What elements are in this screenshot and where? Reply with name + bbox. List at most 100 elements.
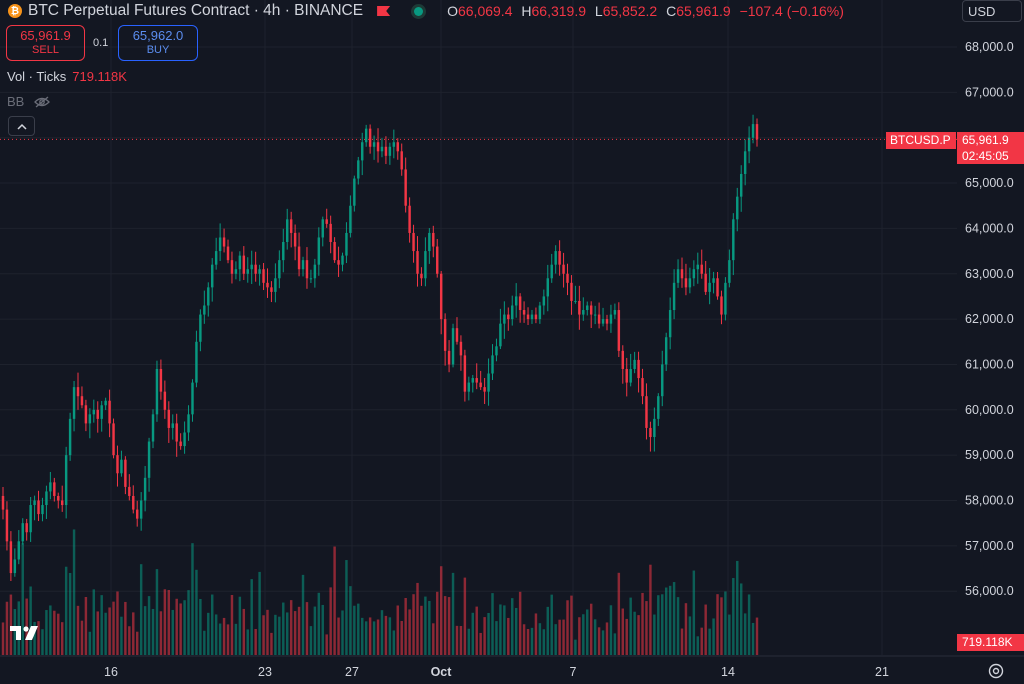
volume-bar <box>664 587 668 655</box>
volume-bar <box>214 614 218 655</box>
buy-button[interactable]: 65,962.0 BUY <box>118 25 198 61</box>
candle-body <box>163 391 167 410</box>
volume-bar <box>349 586 352 655</box>
volume-bar <box>321 604 324 655</box>
volume-bar <box>621 608 625 655</box>
volume-bar <box>439 566 443 655</box>
volume-bar <box>108 607 111 655</box>
sell-price: 65,961.9 <box>20 28 71 43</box>
volume-bar <box>286 612 289 655</box>
candle-body <box>195 341 198 383</box>
volume-bar <box>297 606 301 655</box>
volume-bar <box>475 606 478 655</box>
price-tick-label: 56,000.0 <box>965 584 1014 598</box>
candle-body <box>499 323 502 347</box>
volume-bar <box>755 617 759 655</box>
eye-off-icon[interactable] <box>34 96 51 108</box>
volume-bar <box>483 617 486 655</box>
volume-bar <box>732 578 735 655</box>
candle-body <box>333 242 336 261</box>
volume-bar <box>400 620 403 655</box>
candle-body <box>676 269 680 283</box>
price-tick-label: 57,000.0 <box>965 539 1014 553</box>
candle-body <box>716 278 719 297</box>
candle-body <box>33 500 36 506</box>
time-tick-label: Oct <box>431 665 453 679</box>
volume-bar <box>60 622 64 655</box>
volume-bar <box>242 608 246 655</box>
volume-bar <box>5 601 9 655</box>
volume-bar <box>424 596 427 655</box>
time-tick-label: 21 <box>875 665 889 679</box>
volume-bar <box>155 569 159 655</box>
candle-body <box>88 414 92 424</box>
volume-bar <box>21 543 24 655</box>
candle-body <box>289 219 293 233</box>
tradingview-logo[interactable] <box>10 624 42 642</box>
candle-body <box>408 205 411 233</box>
volume-bar <box>207 612 210 655</box>
volume-bar <box>345 560 348 655</box>
candle-body <box>751 124 755 138</box>
candle-body <box>262 269 265 283</box>
collapse-legend-button[interactable] <box>8 116 35 136</box>
volume-bar <box>309 626 313 655</box>
volume-bar <box>33 621 36 655</box>
sell-button[interactable]: 65,961.9 SELL <box>6 25 85 61</box>
candle-body <box>755 124 759 140</box>
price-axis[interactable]: 68,000.067,000.066,000.065,000.064,000.0… <box>965 40 1014 598</box>
gear-icon[interactable] <box>987 662 1005 680</box>
time-axis[interactable]: 16 23 27 Oct 7 14 21 <box>0 655 1024 679</box>
candle-body <box>203 305 206 315</box>
symbol-title[interactable]: BTC Perpetual Futures Contract · 4h · BI… <box>28 2 364 19</box>
candle-body <box>534 314 538 320</box>
price-tick-label: 68,000.0 <box>965 40 1014 54</box>
volume-bar <box>420 605 423 655</box>
volume-bar <box>633 611 636 655</box>
volume-bar <box>13 609 17 655</box>
candle-body <box>41 505 44 515</box>
candle-body <box>743 151 747 174</box>
candle-body <box>301 260 305 270</box>
candle-body <box>132 495 135 510</box>
price-tick-label: 62,000.0 <box>965 312 1014 326</box>
volume-bar <box>266 609 269 655</box>
flag-icon[interactable] <box>377 6 391 16</box>
candle-body <box>428 232 431 252</box>
volume-bar <box>546 606 549 655</box>
candle-body <box>684 278 688 288</box>
volume-bar <box>728 614 731 655</box>
volume-bar <box>41 629 44 655</box>
volume-bars <box>1 529 759 655</box>
candle-body <box>514 296 518 306</box>
volume-bar <box>163 589 167 655</box>
candle-body <box>601 319 605 324</box>
candle-body <box>234 269 238 274</box>
candle-body <box>13 559 17 574</box>
volume-bar <box>313 606 317 655</box>
volume-bar <box>668 585 672 655</box>
volume-bar <box>550 594 553 655</box>
volume-bar <box>503 605 506 655</box>
currency-select[interactable]: USD <box>962 0 1022 22</box>
volume-bar <box>724 591 727 655</box>
sell-label: SELL <box>32 44 59 56</box>
open-value: 66,069.4 <box>457 3 513 19</box>
volume-bar <box>96 611 99 655</box>
candle-body <box>120 459 123 474</box>
market-status-icon[interactable] <box>414 6 424 16</box>
volume-bar <box>9 594 13 655</box>
candle-body <box>436 246 439 274</box>
candle-body <box>392 142 396 147</box>
bb-indicator-legend[interactable]: BB <box>7 94 51 109</box>
volume-indicator-legend[interactable]: Vol · Ticks 719.118K <box>7 69 127 84</box>
volume-bar <box>187 590 190 655</box>
candle-body <box>108 400 111 424</box>
volume-bar <box>128 626 131 655</box>
volume-bar <box>467 628 471 655</box>
candle-body <box>629 368 632 383</box>
volume-bar <box>254 628 257 655</box>
candle-body <box>270 287 273 292</box>
candle-body <box>238 255 242 270</box>
